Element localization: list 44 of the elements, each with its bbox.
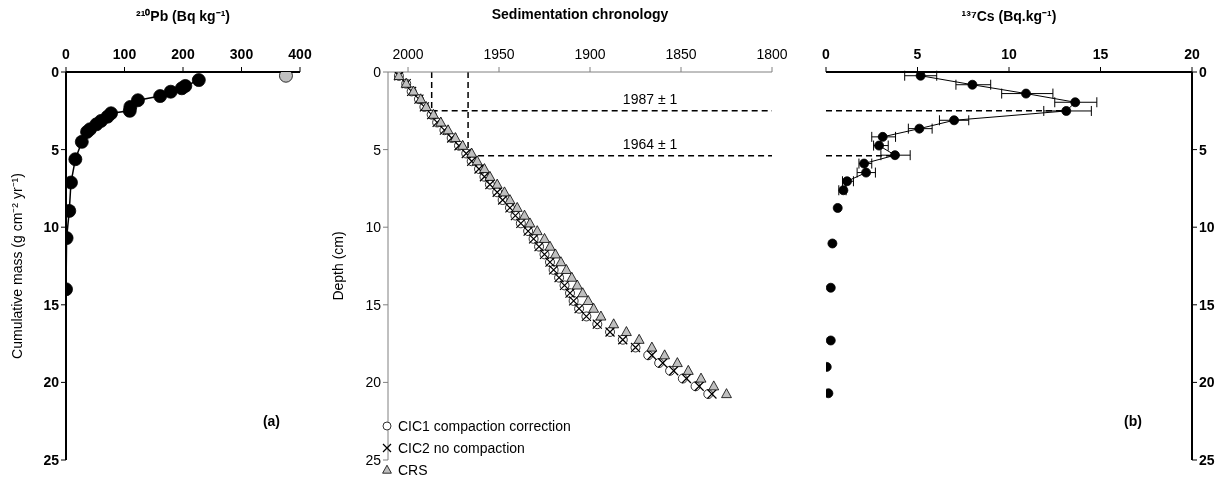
y-tick-label: 15 bbox=[43, 296, 60, 313]
y-tick-label: 25 bbox=[365, 451, 382, 468]
legend-label: CRS bbox=[398, 462, 428, 478]
x-tick-label: 1800 bbox=[756, 46, 788, 62]
annotation: (a) bbox=[262, 413, 280, 429]
legend-label: CIC2 no compaction bbox=[398, 440, 525, 456]
x-tick-label: 200 bbox=[171, 46, 195, 62]
y-tick-label: 5 bbox=[51, 141, 60, 158]
y-tick-label: 0 bbox=[1199, 63, 1207, 80]
x-tick-label: 1900 bbox=[574, 46, 606, 62]
x-tick-label: 1850 bbox=[665, 46, 697, 62]
x-tick-label: 5 bbox=[913, 46, 922, 62]
x-tick-label: 300 bbox=[229, 46, 254, 62]
x-tick-label: 2000 bbox=[392, 46, 424, 62]
y-tick-label: 20 bbox=[43, 374, 60, 391]
annotation: 1964 ± 1 bbox=[622, 135, 678, 152]
chart-title: Sedimentation chronology bbox=[490, 6, 670, 22]
chart-title: ¹³⁷Cs (Bq.kg⁻¹) bbox=[960, 7, 1058, 25]
y-tick-label: 20 bbox=[1199, 374, 1215, 391]
chart-title: ²¹⁰Pb (Bq kg⁻¹) bbox=[135, 7, 231, 25]
y-tick-label: 0 bbox=[51, 63, 60, 80]
y-axis-title: Cumulative mass (g cm⁻² yr⁻¹) bbox=[7, 173, 26, 359]
legend-label: CIC1 compaction correction bbox=[398, 418, 571, 434]
annotation: (b) bbox=[1124, 413, 1142, 429]
y-tick-label: 20 bbox=[365, 374, 382, 391]
y-tick-label: 15 bbox=[365, 296, 382, 313]
y-tick-label: 5 bbox=[1199, 141, 1207, 158]
y-tick-label: 5 bbox=[373, 141, 382, 158]
y-tick-label: 10 bbox=[365, 219, 382, 236]
y-tick-label: 0 bbox=[373, 63, 382, 80]
y-tick-label: 10 bbox=[1199, 219, 1215, 236]
x-tick-label: 10 bbox=[1001, 46, 1017, 62]
x-tick-label: 1950 bbox=[483, 46, 515, 62]
y-tick-label: 25 bbox=[43, 451, 60, 468]
y-tick-label: 25 bbox=[1199, 451, 1215, 468]
x-tick-label: 0 bbox=[62, 46, 71, 62]
x-tick-label: 400 bbox=[288, 46, 312, 62]
annotation: 1987 ± 1 bbox=[622, 90, 678, 107]
y-axis-title: Depth (cm) bbox=[330, 231, 346, 301]
x-tick-label: 15 bbox=[1092, 46, 1109, 62]
y-tick-label: 15 bbox=[1199, 296, 1215, 313]
x-tick-label: 100 bbox=[112, 46, 137, 62]
x-tick-label: 0 bbox=[822, 46, 831, 62]
y-tick-label: 10 bbox=[43, 219, 60, 236]
